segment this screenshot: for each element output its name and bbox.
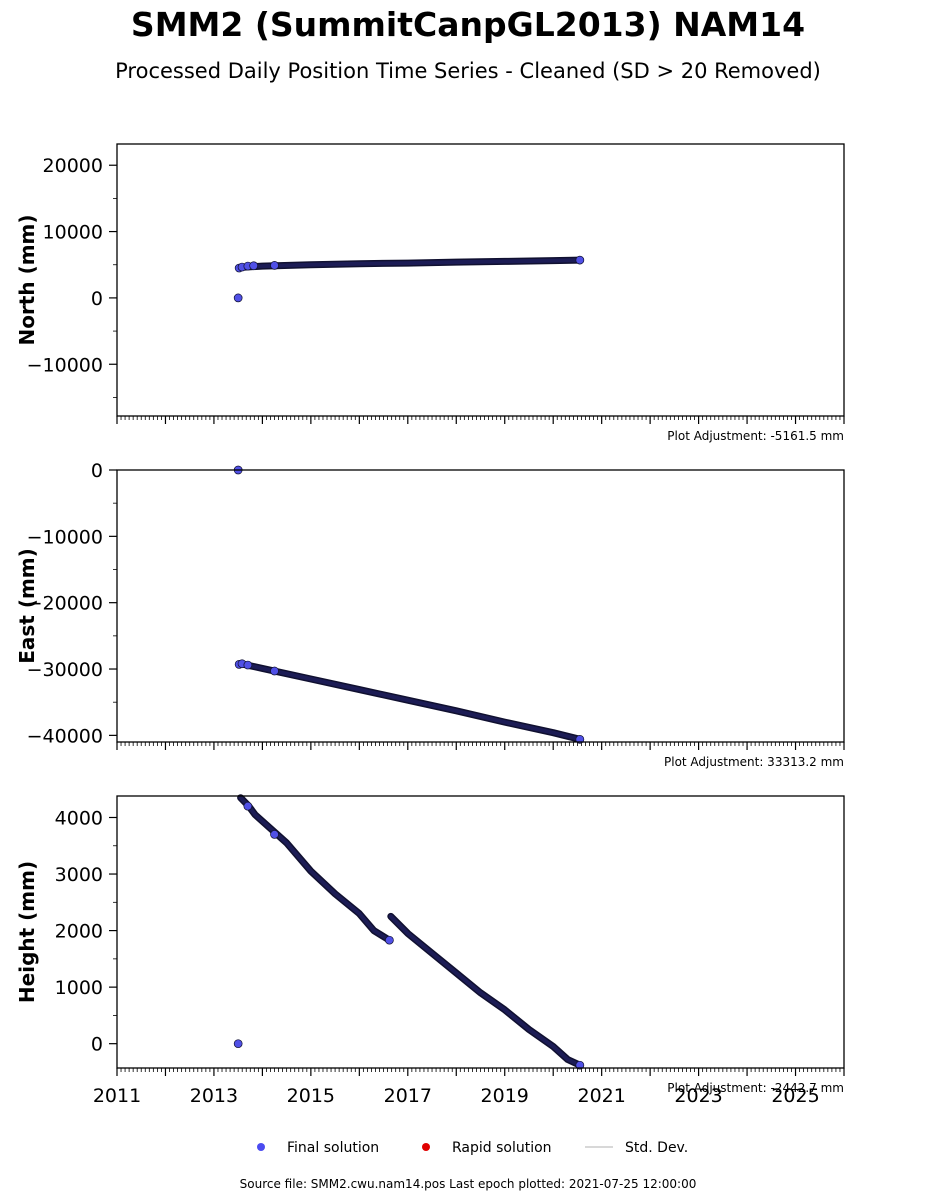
plot-adjustment-label: Plot Adjustment: -2442.7 mm [667,1081,844,1095]
daily-position-band-core [238,661,582,742]
x-tick-label: 2019 [481,1085,529,1107]
panel-1: −10000 0 10000 20000 North (mm) Plot Adjustme… [15,143,845,443]
y-tick-label: −20000 [27,593,103,615]
y-axis-label: East (mm) [15,548,39,664]
legend-marker-rapid [422,1143,430,1151]
axes-frame [116,143,845,417]
y-tick-label: 0 [91,460,103,482]
data-point [575,255,585,265]
x-tick-label: 2015 [287,1085,335,1107]
chart-subtitle: Processed Daily Position Time Series - C… [115,59,821,83]
panel-3: 0 1000 2000 3000 4000 2011 2013 2015 2017 2019 202… [15,794,845,1107]
y-tick-label: 1000 [55,977,103,999]
y-tick-label: 20000 [43,155,103,177]
daily-position-band [387,912,584,1069]
x-tick-label: 2011 [93,1085,141,1107]
x-tick-label: 2023 [674,1085,722,1107]
data-layer [233,255,585,303]
y-tick-label: 0 [91,288,103,310]
y-tick-label: −40000 [27,725,103,747]
daily-position-band-core [388,914,582,1068]
data-point [233,293,243,303]
axes-frame [116,795,845,1069]
x-tick-label: 2021 [577,1085,625,1107]
x-tick-label: 2017 [384,1085,432,1107]
y-tick-label: −10000 [27,526,103,548]
y-axis-label: North (mm) [15,214,39,345]
data-point [243,660,253,670]
source-footer: Source file: SMM2.cwu.nam14.pos Last epo… [240,1177,697,1191]
y-tick-label: 0 [91,1034,103,1056]
x-tick-label: 2013 [190,1085,238,1107]
legend-label-rapid: Rapid solution [452,1140,552,1156]
data-point [385,935,394,945]
y-tick-label: 4000 [55,807,103,829]
x-tick-label: 2025 [771,1085,819,1107]
data-point [575,734,585,744]
y-tick-label: 2000 [55,921,103,943]
legend-label-stddev: Std. Dev. [625,1140,688,1156]
data-point [270,666,279,676]
y-tick-label: 10000 [43,222,103,244]
y-tick-label: −30000 [27,659,103,681]
data-point [270,830,279,839]
plot-adjustment-label: Plot Adjustment: -5161.5 mm [667,429,844,443]
legend: Final solution Rapid solution Std. Dev. [257,1140,688,1156]
y-tick-label: −10000 [27,354,103,376]
axes-frame [116,469,845,743]
plot-adjustment-label: Plot Adjustment: 33313.2 mm [664,755,844,769]
data-point [575,1060,585,1070]
panel-2: −40000 −30000 −20000 −10000 0 East (mm) Plot A… [15,460,845,769]
data-point [270,261,279,270]
y-tick-label: 3000 [55,864,103,886]
data-point [233,1039,243,1049]
data-layer [233,794,585,1070]
legend-marker-final [257,1143,265,1151]
chart-title: SMM2 (SummitCanpGL2013) NAM14 [131,5,805,44]
data-layer [233,465,585,744]
legend-label-final: Final solution [287,1140,379,1156]
data-point [243,801,253,811]
data-point [249,261,259,271]
y-axis-label: Height (mm) [15,861,39,1003]
